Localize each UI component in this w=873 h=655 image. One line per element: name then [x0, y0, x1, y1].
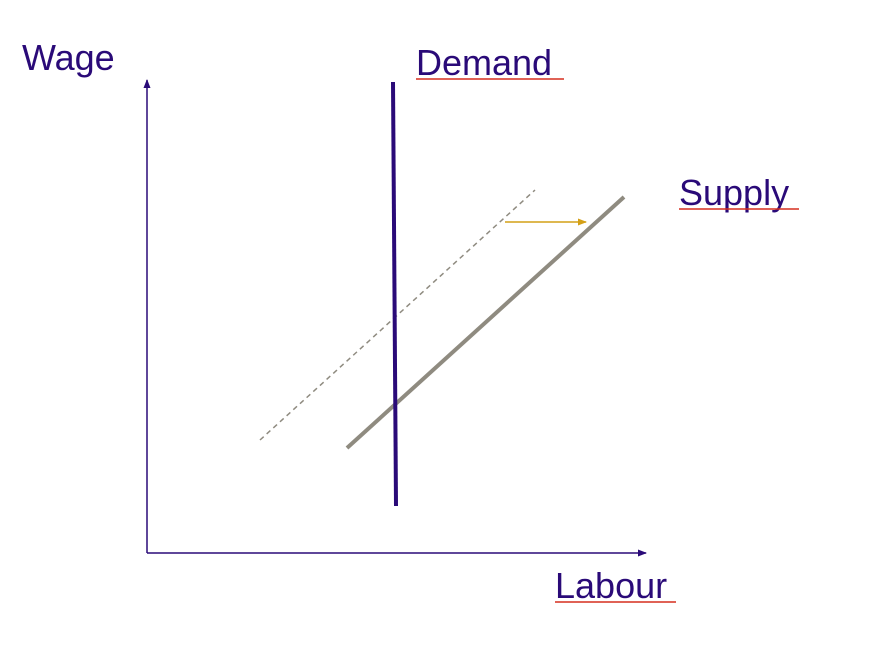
x-axis-label: Labour: [555, 565, 667, 606]
demand-label: Demand: [416, 42, 552, 83]
original-supply-line: [259, 189, 536, 441]
demand-line: [391, 81, 398, 507]
y-axis-label: Wage: [22, 37, 115, 78]
supply-line: [345, 195, 626, 450]
supply-label: Supply: [679, 172, 789, 213]
